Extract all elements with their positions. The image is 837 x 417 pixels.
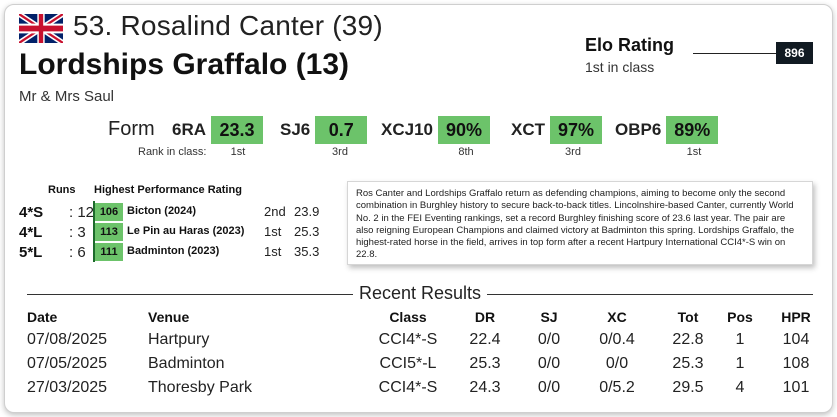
hpr-bar bbox=[93, 241, 95, 262]
form-code: 6RA bbox=[172, 120, 207, 139]
rank-value: 3rd bbox=[565, 146, 581, 158]
cell-venue: Thoresby Park bbox=[148, 379, 253, 396]
performance-row: 4*L : 3 113 Le Pin au Haras (2023) 1st 2… bbox=[19, 221, 329, 243]
form-value: 90% bbox=[437, 116, 490, 144]
rank-in-class-label: Rank in class: bbox=[138, 146, 207, 158]
form-code: SJ6 bbox=[280, 120, 311, 139]
cell-venue: Badminton bbox=[148, 355, 225, 372]
col-hpr: HPR bbox=[781, 309, 811, 325]
form-label: Form bbox=[108, 118, 155, 140]
runs-count: : 3 bbox=[69, 224, 86, 241]
cell-hpr: 101 bbox=[782, 379, 810, 396]
form-value: 23.3 bbox=[211, 116, 264, 144]
form-value: 97% bbox=[550, 116, 602, 144]
level: 4*S bbox=[19, 204, 44, 221]
col-pos: Pos bbox=[727, 309, 753, 325]
hpr-place: 1st bbox=[264, 244, 282, 259]
cell-date: 27/03/2025 bbox=[27, 379, 108, 396]
col-tot: Tot bbox=[677, 309, 699, 325]
cell-tot: 22.8 bbox=[672, 331, 704, 348]
col-dr: DR bbox=[474, 309, 496, 325]
elo-rating-label: Elo Rating bbox=[585, 35, 674, 55]
hpr-score: 23.9 bbox=[294, 204, 320, 219]
uk-flag-icon bbox=[19, 14, 63, 43]
col-date: Date bbox=[27, 309, 58, 325]
cell-pos: 1 bbox=[735, 331, 745, 348]
cell-xc: 0/0 bbox=[605, 355, 629, 372]
hpr-badge: 113 bbox=[95, 223, 123, 241]
runs-count: : 12 bbox=[69, 204, 95, 221]
hpr-place: 2nd bbox=[264, 204, 286, 219]
rank-value: 8th bbox=[458, 146, 474, 158]
cell-tot: 25.3 bbox=[672, 355, 704, 372]
col-xc: XC bbox=[607, 309, 627, 325]
cell-sj: 0/0 bbox=[537, 331, 561, 348]
description-box: Ros Canter and Lordships Graffalo return… bbox=[347, 181, 813, 265]
recent-results-heading: Recent Results bbox=[27, 283, 813, 305]
rider-name: 53. Rosalind Canter (39) bbox=[73, 10, 383, 41]
hpr-event: Badminton (2023) bbox=[127, 245, 220, 257]
hpr-event: Bicton (2024) bbox=[127, 205, 197, 217]
hpr-event: Le Pin au Haras (2023) bbox=[127, 225, 245, 237]
hpr-header: Highest Performance Rating bbox=[94, 184, 242, 196]
performance-row: 5*L : 6 111 Badminton (2023) 1st 35.3 bbox=[19, 241, 329, 263]
hpr-bar bbox=[93, 221, 95, 242]
recent-results-title: Recent Results bbox=[27, 283, 813, 304]
cell-pos: 4 bbox=[735, 379, 745, 396]
cell-dr: 24.3 bbox=[469, 379, 501, 396]
cell-date: 07/05/2025 bbox=[27, 355, 108, 372]
cell-class: CCI5*-L bbox=[379, 355, 437, 372]
horse-name: Lordships Graffalo (13) bbox=[19, 48, 350, 81]
hpr-place: 1st bbox=[264, 224, 282, 239]
cell-xc: 0/5.2 bbox=[599, 379, 635, 396]
rank-value: 1st bbox=[230, 146, 246, 158]
form-code: XCT bbox=[511, 120, 545, 139]
cell-sj: 0/0 bbox=[537, 355, 561, 372]
rank-value: 1st bbox=[686, 146, 702, 158]
hpr-score: 25.3 bbox=[294, 224, 320, 239]
cell-xc: 0/0.4 bbox=[599, 331, 635, 348]
runs-count: : 6 bbox=[69, 244, 86, 261]
form-item-obp6: OBP6 89% bbox=[615, 116, 719, 144]
hpr-badge: 106 bbox=[95, 203, 123, 221]
col-class: Class bbox=[389, 309, 427, 325]
level: 4*L bbox=[19, 224, 43, 241]
elo-class-rank: 1st in class bbox=[585, 59, 655, 75]
cell-class: CCI4*-S bbox=[378, 379, 438, 396]
rank-value: 3rd bbox=[332, 146, 348, 158]
performance-row: 4*S : 12 106 Bicton (2024) 2nd 23.9 bbox=[19, 201, 329, 223]
cell-tot: 29.5 bbox=[672, 379, 704, 396]
col-sj: SJ bbox=[540, 309, 558, 325]
level: 5*L bbox=[19, 244, 43, 261]
cell-sj: 0/0 bbox=[537, 379, 561, 396]
owner-name: Mr & Mrs Saul bbox=[19, 88, 115, 105]
cell-pos: 1 bbox=[735, 355, 745, 372]
cell-dr: 22.4 bbox=[469, 331, 501, 348]
form-item-xct: XCT 97% bbox=[511, 116, 602, 144]
form-code: XCJ10 bbox=[381, 120, 433, 139]
hpr-badge: 111 bbox=[95, 243, 123, 261]
hpr-score: 35.3 bbox=[294, 244, 320, 259]
form-value: 89% bbox=[666, 116, 719, 144]
cell-dr: 25.3 bbox=[469, 355, 501, 372]
hpr-bar bbox=[93, 201, 95, 222]
col-venue: Venue bbox=[148, 309, 190, 325]
form-code: OBP6 bbox=[615, 120, 662, 139]
form-item-sj6: SJ6 0.7 bbox=[280, 116, 368, 144]
form-item-6ra: 6RA 23.3 bbox=[172, 116, 264, 144]
runs-header: Runs bbox=[48, 184, 76, 196]
cell-hpr: 108 bbox=[782, 355, 810, 372]
cell-venue: Hartpury bbox=[148, 331, 210, 348]
elo-rating-badge: 896 bbox=[776, 42, 813, 64]
form-item-xcj10: XCJ10 90% bbox=[381, 116, 490, 144]
cell-date: 07/08/2025 bbox=[27, 331, 108, 348]
form-value: 0.7 bbox=[315, 116, 368, 144]
cell-hpr: 104 bbox=[782, 331, 810, 348]
cell-class: CCI4*-S bbox=[378, 331, 438, 348]
elo-divider bbox=[693, 53, 777, 54]
